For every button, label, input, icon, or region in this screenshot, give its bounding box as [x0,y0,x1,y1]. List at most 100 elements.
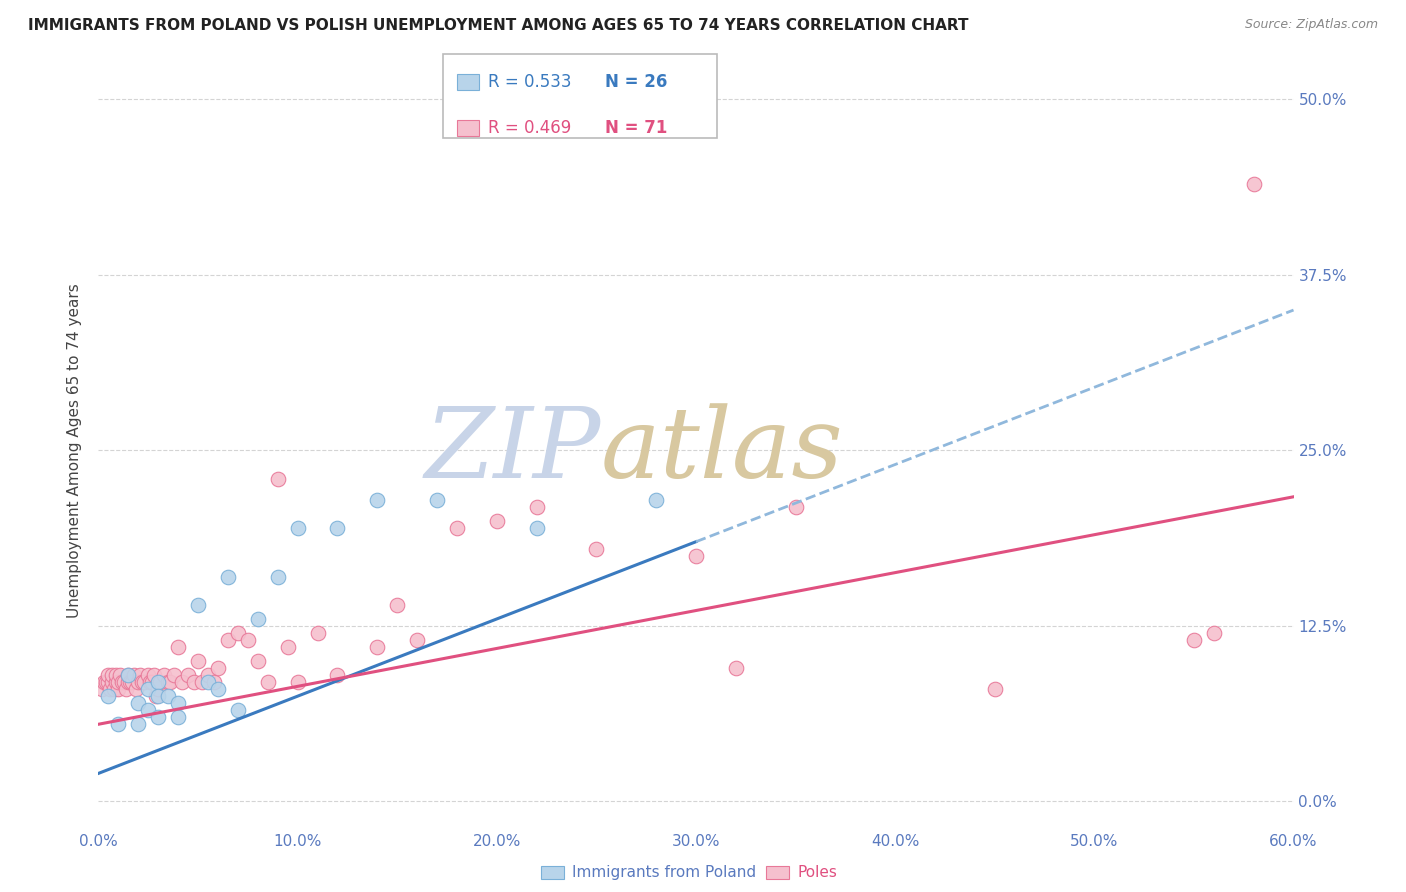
Point [110,668,132,682]
Point [217,633,239,648]
Point [326,668,349,682]
Point [177,668,200,682]
Point [136,703,159,717]
Point [1202,626,1225,640]
Point [287,521,309,535]
Point [526,521,548,535]
Point [121,675,143,690]
Point [127,717,149,731]
Point [111,675,134,690]
Point [97,675,120,690]
Point [91,682,114,697]
Point [1182,633,1205,648]
Point [187,598,209,612]
Text: N = 71: N = 71 [605,119,666,136]
Point [98,682,122,697]
Point [93,675,115,690]
Point [105,675,128,690]
Point [136,682,159,697]
Point [127,696,149,710]
Point [97,689,120,703]
Point [385,598,409,612]
Point [157,689,180,703]
Point [153,668,176,682]
Point [149,675,172,690]
Point [117,675,139,690]
Point [785,500,807,514]
Point [129,668,152,682]
Point [143,668,166,682]
Point [141,675,163,690]
Text: Immigrants from Poland: Immigrants from Poland [572,865,756,880]
Point [172,675,194,690]
Point [112,675,135,690]
Point [246,654,269,668]
Point [685,549,707,563]
Point [101,675,124,690]
Point [526,500,548,514]
Point [103,682,125,697]
Point [645,492,668,507]
Point [366,492,388,507]
Point [202,675,225,690]
Point [246,612,269,626]
Point [226,703,249,717]
Point [107,682,129,697]
Point [207,682,229,697]
Point [187,654,209,668]
Point [191,675,214,690]
Point [277,640,299,654]
Point [207,661,229,675]
Point [115,682,138,697]
Text: Source: ZipAtlas.com: Source: ZipAtlas.com [1244,18,1378,31]
Point [134,675,156,690]
Point [120,675,142,690]
Text: IMMIGRANTS FROM POLAND VS POLISH UNEMPLOYMENT AMONG AGES 65 TO 74 YEARS CORRELAT: IMMIGRANTS FROM POLAND VS POLISH UNEMPLO… [28,18,969,33]
Text: atlas: atlas [600,403,844,498]
Point [183,675,205,690]
Point [117,668,139,682]
Point [426,492,449,507]
Point [145,689,167,703]
Point [1243,177,1265,191]
Point [236,633,259,648]
Point [148,675,170,690]
Point [167,696,190,710]
Point [157,675,180,690]
Point [287,675,309,690]
Point [105,668,128,682]
Point [326,521,349,535]
Point [163,668,186,682]
Text: R = 0.469: R = 0.469 [488,119,571,136]
Point [485,514,508,528]
Point [136,668,159,682]
Point [139,675,162,690]
Point [226,626,249,640]
Point [167,710,190,724]
Point [366,640,388,654]
Point [984,682,1007,697]
Point [127,675,149,690]
Point [267,570,290,584]
Point [148,689,170,703]
Point [256,675,278,690]
Point [167,640,190,654]
Point [131,675,153,690]
Point [125,682,148,697]
Point [148,710,170,724]
Point [724,661,747,675]
Text: N = 26: N = 26 [605,73,666,91]
Point [159,675,181,690]
Point [101,668,124,682]
Point [97,668,120,682]
Y-axis label: Unemployment Among Ages 65 to 74 years: Unemployment Among Ages 65 to 74 years [67,283,83,618]
Point [107,717,129,731]
Point [406,633,429,648]
Text: Poles: Poles [797,865,837,880]
Text: R = 0.533: R = 0.533 [488,73,571,91]
Point [96,675,118,690]
Text: ZIP: ZIP [425,403,600,498]
Point [124,668,146,682]
Point [148,682,170,697]
Point [307,626,329,640]
